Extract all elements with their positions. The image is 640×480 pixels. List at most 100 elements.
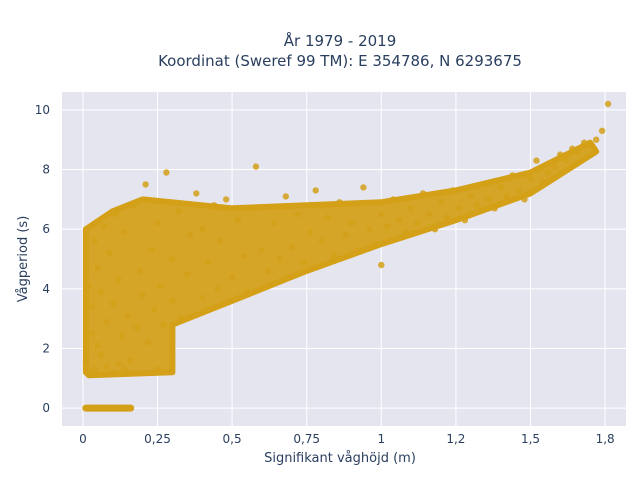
scatter-point: [100, 223, 108, 230]
x-axis-ticks: 0 0,25 0,5 0,75 1 1,2 1,5 1,8: [79, 432, 615, 446]
scatter-point: [148, 246, 155, 254]
scatter-point: [193, 190, 200, 197]
scatter-point: [178, 315, 185, 322]
scatter-point: [94, 342, 102, 349]
scatter-point: [103, 318, 111, 325]
x-tick-label: 0,75: [293, 432, 320, 446]
scatter-point: [545, 169, 552, 176]
scatter-point: [557, 151, 564, 158]
scatter-point: [252, 163, 260, 170]
data-points: [82, 100, 612, 412]
scatter-point: [151, 306, 158, 313]
scatter-point: [533, 157, 540, 164]
scatter-point: [258, 246, 266, 254]
scatter-point: [121, 229, 128, 236]
scatter-point: [390, 196, 397, 203]
scatter-point: [563, 157, 570, 164]
y-tick-label: 8: [42, 163, 50, 177]
scatter-point: [288, 243, 295, 251]
scatter-point: [473, 202, 480, 209]
y-axis-ticks: 0 2 4 6 8 10: [35, 103, 50, 415]
scatter-point: [384, 223, 391, 230]
scatter-point: [425, 211, 433, 218]
scatter-point: [575, 148, 582, 155]
scatter-point: [437, 199, 445, 206]
scatter-point: [163, 169, 170, 176]
scatter-point: [211, 202, 218, 209]
scatter-point: [419, 190, 427, 197]
scatter-point: [154, 220, 161, 227]
scatter-point: [112, 404, 119, 412]
scatter-point: [485, 196, 492, 203]
scatter-point: [82, 357, 90, 364]
scatter-point: [106, 404, 113, 412]
scatter-point: [330, 252, 337, 260]
scatter-point: [115, 360, 122, 367]
scatter-point: [214, 285, 221, 292]
scatter-point: [270, 220, 278, 227]
y-tick-label: 10: [35, 103, 50, 117]
scatter-point: [139, 291, 146, 298]
scatter-point: [106, 249, 113, 257]
scatter-point: [163, 369, 170, 376]
scatter-point: [94, 404, 102, 412]
y-tick-label: 0: [42, 401, 50, 415]
scatter-point: [587, 142, 594, 149]
scatter-point: [175, 208, 182, 215]
scatter-point: [282, 193, 289, 200]
scatter-point: [503, 193, 510, 200]
x-tick-label: 1,8: [596, 432, 615, 446]
scatter-point: [491, 205, 498, 212]
scatter-point: [455, 205, 463, 212]
scatter-point: [324, 214, 331, 221]
scatter-point: [145, 339, 152, 346]
scatter-point: [234, 217, 242, 224]
scatter-point: [407, 205, 415, 212]
scatter-point: [157, 282, 164, 289]
scatter-point: [372, 240, 379, 248]
scatter-point: [551, 163, 558, 170]
scatter-point: [88, 303, 96, 310]
scatter-point: [598, 127, 606, 134]
y-tick-label: 4: [42, 282, 50, 296]
scatter-point: [112, 211, 119, 218]
scatter-point: [133, 324, 140, 331]
x-tick-label: 1,5: [521, 432, 540, 446]
scatter-point: [130, 202, 137, 209]
scatter-point: [569, 145, 576, 152]
y-tick-label: 6: [42, 222, 50, 236]
scatter-point: [300, 258, 307, 266]
scatter-point: [443, 214, 451, 221]
scatter-point: [413, 220, 421, 227]
scatter-point: [515, 187, 522, 194]
x-tick-label: 0,5: [223, 432, 242, 446]
scatter-point: [100, 404, 108, 412]
scatter-point: [276, 255, 283, 263]
scatter-point: [243, 288, 251, 295]
scatter-point: [348, 220, 355, 227]
scatter-point: [97, 351, 105, 358]
scatter-point: [479, 181, 486, 188]
scatter-point: [228, 273, 236, 281]
scatter-point: [154, 366, 161, 373]
scatter-point: [497, 184, 504, 191]
scatter-point: [431, 226, 439, 233]
x-axis-title: Signifikant våghöjd (m): [264, 451, 416, 466]
scatter-point: [127, 357, 134, 364]
scatter-point: [217, 237, 224, 245]
scatter-point: [91, 366, 99, 373]
scatter-point: [109, 369, 116, 376]
scatter-point: [118, 404, 125, 412]
y-tick-label: 2: [42, 341, 50, 355]
scatter-point: [378, 261, 385, 269]
scatter-point: [94, 264, 102, 272]
x-tick-label: 1: [377, 432, 385, 446]
scatter-point: [91, 237, 99, 245]
scatter-point: [306, 229, 313, 236]
scatter-point: [85, 282, 93, 289]
scatter-point: [378, 211, 385, 218]
x-tick-label: 0,25: [144, 432, 171, 446]
scatter-point: [124, 312, 131, 319]
scatter-point: [222, 196, 230, 203]
scatter-point: [124, 404, 131, 412]
